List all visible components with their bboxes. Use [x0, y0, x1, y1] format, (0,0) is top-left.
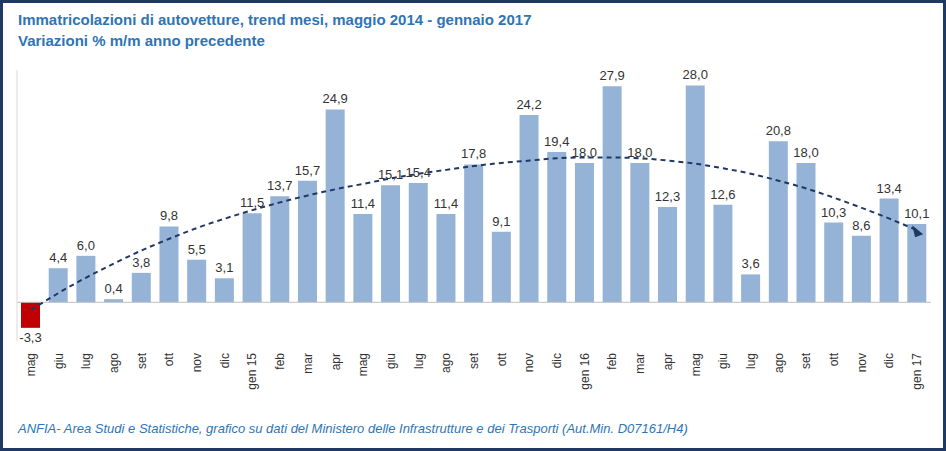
svg-text:15,4: 15,4	[406, 165, 431, 180]
html-text:Variazioni % m/m anno preceden: Variazioni % m/m anno precedente	[18, 32, 265, 49]
svg-text:dic: dic	[550, 353, 564, 368]
svg-text:giu: giu	[716, 353, 730, 369]
svg-text:15,7: 15,7	[295, 163, 320, 178]
svg-text:giu: giu	[52, 353, 66, 369]
svg-text:lug: lug	[412, 353, 426, 369]
svg-text:18,0: 18,0	[793, 145, 818, 160]
svg-text:15,1: 15,1	[378, 167, 403, 182]
svg-text:lug: lug	[79, 353, 93, 369]
svg-text:9,1: 9,1	[492, 214, 510, 229]
svg-text:10,1: 10,1	[904, 206, 929, 221]
svg-text:17,8: 17,8	[461, 146, 486, 161]
svg-text:ago: ago	[107, 353, 121, 373]
svg-text:12,6: 12,6	[710, 187, 735, 202]
svg-text:ott: ott	[162, 352, 176, 366]
svg-text:feb: feb	[273, 353, 287, 370]
svg-text:18,0: 18,0	[627, 145, 652, 160]
svg-text:lug: lug	[744, 353, 758, 369]
svg-text:19,4: 19,4	[544, 134, 569, 149]
svg-text:set: set	[135, 352, 149, 369]
svg-text:10,3: 10,3	[821, 205, 846, 220]
svg-text:0,4: 0,4	[105, 281, 123, 296]
svg-text:27,9: 27,9	[599, 68, 624, 83]
svg-text:11,4: 11,4	[351, 196, 375, 211]
svg-text:18,0: 18,0	[572, 145, 597, 160]
svg-text:mar: mar	[633, 353, 647, 374]
svg-text:ago: ago	[772, 353, 786, 373]
svg-text:mag: mag	[24, 353, 38, 376]
svg-text:3,8: 3,8	[132, 255, 150, 270]
svg-text:mag: mag	[356, 353, 370, 376]
svg-text:11,4: 11,4	[434, 196, 458, 211]
svg-text:nov: nov	[522, 353, 536, 372]
svg-text:apr: apr	[329, 353, 343, 370]
svg-text:apr: apr	[661, 353, 675, 370]
svg-text:8,6: 8,6	[852, 218, 870, 233]
svg-text:set: set	[467, 352, 481, 369]
svg-text:mag: mag	[689, 353, 703, 376]
svg-text:feb: feb	[605, 353, 619, 370]
svg-text:dic: dic	[218, 353, 232, 368]
svg-text:28,0: 28,0	[683, 67, 708, 82]
svg-text:9,8: 9,8	[160, 208, 178, 223]
svg-text:6,0: 6,0	[77, 238, 95, 253]
svg-text:ott: ott	[827, 352, 841, 366]
svg-text:nov: nov	[190, 353, 204, 372]
svg-text:giu: giu	[384, 353, 398, 369]
svg-text:13,7: 13,7	[267, 178, 292, 193]
svg-text:dic: dic	[882, 353, 896, 368]
svg-text:5,5: 5,5	[188, 242, 206, 257]
svg-text:20,8: 20,8	[766, 123, 791, 138]
svg-text:12,3: 12,3	[655, 189, 680, 204]
svg-text:nov: nov	[855, 353, 869, 372]
svg-text:-3,3: -3,3	[19, 330, 41, 345]
svg-text:3,1: 3,1	[215, 260, 233, 275]
svg-text:13,4: 13,4	[876, 181, 901, 196]
svg-text:ott: ott	[495, 352, 509, 366]
svg-text:gen 17: gen 17	[910, 353, 924, 390]
svg-text:24,9: 24,9	[323, 91, 348, 106]
svg-text:24,2: 24,2	[516, 97, 541, 112]
svg-text:gen 16: gen 16	[578, 353, 592, 390]
svg-text:4,4: 4,4	[49, 250, 67, 265]
svg-text:set: set	[799, 352, 813, 369]
svg-text:mar: mar	[301, 353, 315, 374]
svg-text:3,6: 3,6	[742, 256, 760, 271]
svg-text:ago: ago	[439, 353, 453, 373]
html-text:ANFIA- Area Studi e Statistich: ANFIA- Area Studi e Statistiche, grafico…	[18, 421, 688, 436]
svg-text:gen 15: gen 15	[245, 353, 259, 390]
html-text:Immatricolazioni di autovettur: Immatricolazioni di autovetture, trend m…	[18, 11, 532, 28]
svg-text:11,5: 11,5	[240, 195, 264, 210]
